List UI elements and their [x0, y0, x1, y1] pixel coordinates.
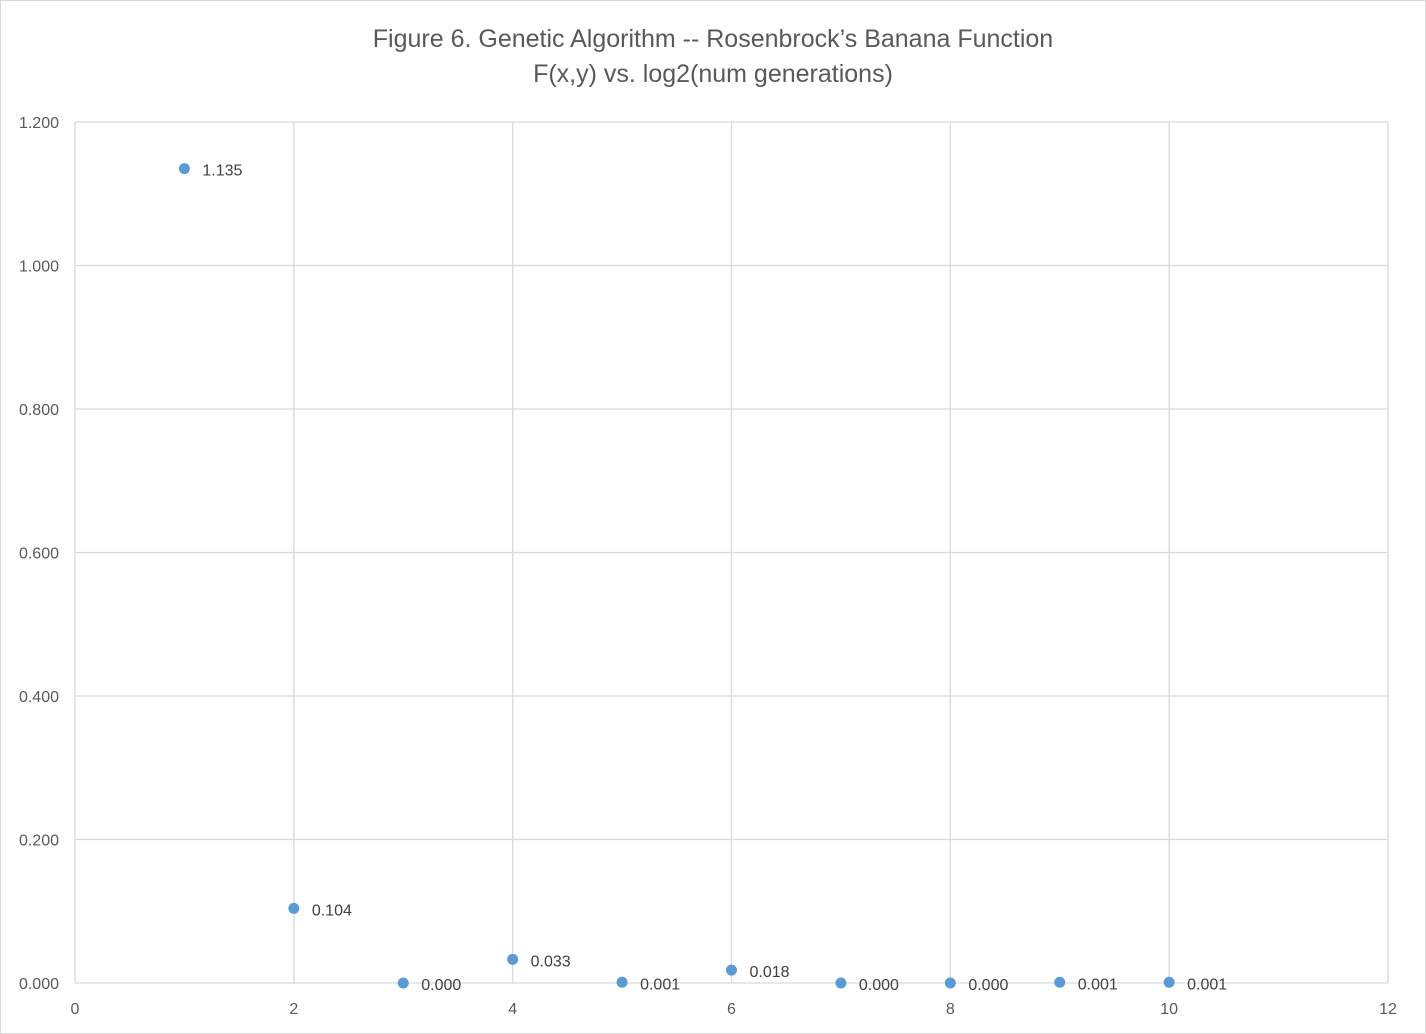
y-tick-label: 0.800	[19, 402, 59, 419]
tick-labels: 0.000 0.200 0.400 0.600 0.800 1.000 1.200 0 2 4 6 8…	[19, 115, 1397, 1018]
x-tick-label: 12	[1379, 1001, 1397, 1018]
data-point	[835, 977, 847, 989]
data-point	[288, 902, 300, 914]
data-point	[616, 976, 628, 988]
data-point	[726, 964, 737, 976]
data-point	[1163, 976, 1175, 988]
data-label: 0.001	[640, 976, 680, 993]
x-tick-label: 2	[289, 1001, 298, 1018]
data-point	[397, 977, 409, 989]
y-tick-label: 1.000	[19, 259, 59, 276]
y-tick-label: 1.200	[19, 115, 59, 132]
x-tick-label: 4	[508, 1001, 517, 1018]
data-label: 0.000	[968, 977, 1008, 994]
data-label: 0.104	[312, 902, 352, 919]
data-label: 0.001	[1187, 976, 1227, 993]
chart-title-block: Figure 6. Genetic Algorithm -- Rosenbroc…	[0, 22, 1426, 92]
data-labels: 1.135 0.104 0.000 0.033 0.001 0.018 0.000 0.000…	[202, 163, 1227, 994]
gridlines	[74, 121, 1389, 984]
x-tick-label: 0	[71, 1001, 80, 1018]
data-point	[178, 163, 190, 175]
data-label: 0.018	[750, 964, 790, 981]
x-tick-label: 10	[1160, 1001, 1178, 1018]
x-tick-label: 8	[946, 1001, 955, 1018]
chart-title: Figure 6. Genetic Algorithm -- Rosenbroc…	[372, 25, 1054, 53]
y-tick-label: 0.400	[19, 689, 59, 706]
data-point	[1054, 976, 1066, 988]
data-label: 0.000	[421, 977, 461, 994]
data-points	[178, 163, 1175, 989]
data-label: 0.033	[531, 953, 571, 970]
data-label: 1.135	[202, 163, 242, 180]
y-tick-label: 0.200	[19, 833, 59, 850]
y-tick-label: 0.000	[19, 976, 59, 993]
y-tick-label: 0.600	[19, 546, 59, 563]
chart-subtitle: F(x,y) vs. log2(num generations)	[533, 60, 893, 88]
data-point	[507, 953, 519, 965]
data-label: 0.000	[859, 977, 899, 994]
x-tick-label: 6	[727, 1001, 736, 1018]
data-point	[944, 977, 956, 989]
data-label: 0.001	[1078, 976, 1118, 993]
